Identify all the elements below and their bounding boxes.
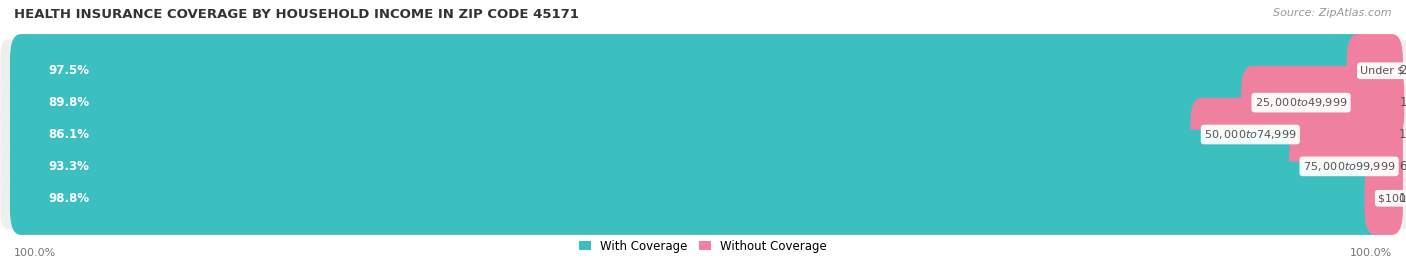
- FancyBboxPatch shape: [10, 130, 1310, 203]
- FancyBboxPatch shape: [1347, 34, 1403, 107]
- Text: 98.8%: 98.8%: [48, 192, 90, 205]
- FancyBboxPatch shape: [10, 98, 1212, 171]
- Text: Source: ZipAtlas.com: Source: ZipAtlas.com: [1274, 8, 1392, 18]
- FancyBboxPatch shape: [10, 66, 1263, 139]
- Text: 100.0%: 100.0%: [1350, 248, 1392, 258]
- FancyBboxPatch shape: [1241, 66, 1405, 139]
- Legend: With Coverage, Without Coverage: With Coverage, Without Coverage: [579, 240, 827, 253]
- FancyBboxPatch shape: [10, 162, 1386, 235]
- Text: 89.8%: 89.8%: [48, 96, 90, 109]
- Text: 93.3%: 93.3%: [48, 160, 89, 173]
- FancyBboxPatch shape: [0, 167, 1406, 229]
- Text: 6.7%: 6.7%: [1399, 160, 1406, 173]
- Text: 100.0%: 100.0%: [14, 248, 56, 258]
- Text: Under $25,000: Under $25,000: [1361, 66, 1406, 76]
- Text: $50,000 to $74,999: $50,000 to $74,999: [1204, 128, 1296, 141]
- FancyBboxPatch shape: [0, 40, 1406, 102]
- FancyBboxPatch shape: [10, 34, 1368, 107]
- FancyBboxPatch shape: [1364, 162, 1403, 235]
- FancyBboxPatch shape: [0, 104, 1406, 165]
- FancyBboxPatch shape: [1191, 98, 1403, 171]
- FancyBboxPatch shape: [0, 136, 1406, 197]
- Text: 97.5%: 97.5%: [48, 64, 90, 77]
- Text: 1.2%: 1.2%: [1399, 192, 1406, 205]
- Text: 10.3%: 10.3%: [1400, 96, 1406, 109]
- Text: 13.9%: 13.9%: [1399, 128, 1406, 141]
- FancyBboxPatch shape: [1289, 130, 1403, 203]
- Text: 2.5%: 2.5%: [1399, 64, 1406, 77]
- Text: HEALTH INSURANCE COVERAGE BY HOUSEHOLD INCOME IN ZIP CODE 45171: HEALTH INSURANCE COVERAGE BY HOUSEHOLD I…: [14, 8, 579, 21]
- Text: $25,000 to $49,999: $25,000 to $49,999: [1254, 96, 1347, 109]
- Text: 86.1%: 86.1%: [48, 128, 90, 141]
- Text: $75,000 to $99,999: $75,000 to $99,999: [1303, 160, 1395, 173]
- Text: $100,000 and over: $100,000 and over: [1378, 193, 1406, 203]
- FancyBboxPatch shape: [0, 72, 1406, 133]
